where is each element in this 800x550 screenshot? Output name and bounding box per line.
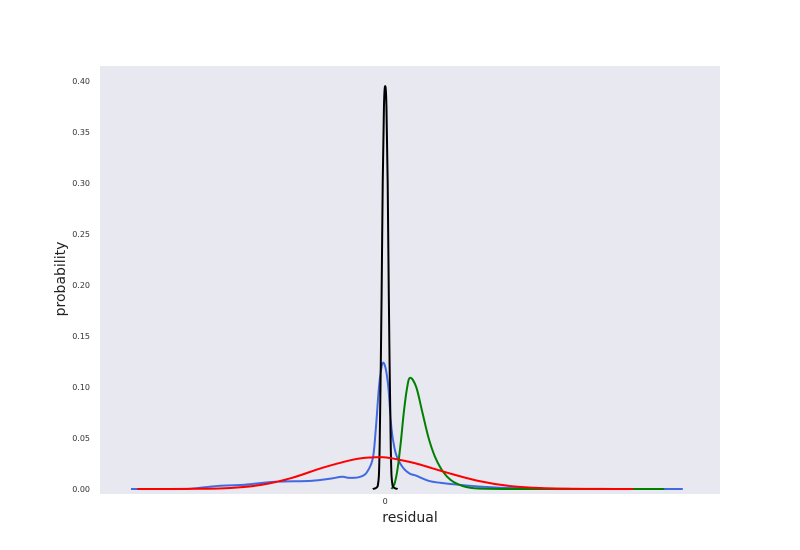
- density-line-3: [137, 456, 634, 490]
- y-tick-label: 0.10: [72, 383, 90, 392]
- y-axis-ticks: 0.00 0.05 0.10 0.15 0.20 0.25 0.30 0.35 0.40: [72, 77, 90, 494]
- y-tick-label: 0.25: [72, 230, 90, 239]
- plot-area: [100, 66, 720, 494]
- y-tick-label: 0.30: [72, 179, 90, 188]
- y-tick-label: 0.35: [72, 128, 90, 137]
- y-tick-label: 0.00: [72, 485, 90, 494]
- density-line-1: [390, 376, 665, 490]
- y-tick-label: 0.20: [72, 281, 90, 290]
- density-line-2: [372, 85, 399, 490]
- y-tick-label: 0.05: [72, 434, 90, 443]
- y-axis-label: probability: [53, 242, 69, 317]
- y-tick-label: 0.15: [72, 332, 90, 341]
- x-axis-ticks: 0: [383, 497, 388, 506]
- y-tick-label: 0.40: [72, 77, 90, 86]
- x-axis-label: residual: [382, 510, 437, 526]
- x-tick-label: 0: [383, 497, 388, 506]
- series-layer: [131, 85, 683, 490]
